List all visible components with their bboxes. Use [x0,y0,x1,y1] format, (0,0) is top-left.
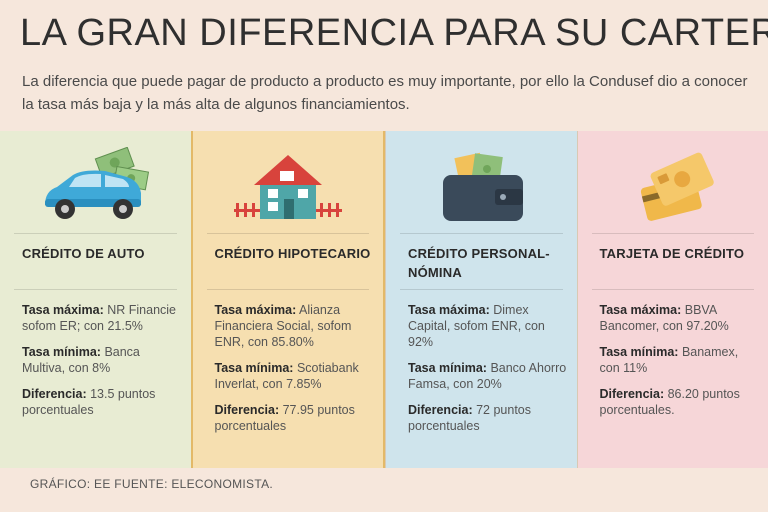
column-body: Tasa máxima: BBVA Bancomer, con 97.20% T… [600,302,759,428]
max-rate: Tasa máxima: Dimex Capital, sofom ENR, c… [408,303,545,349]
source-credit: GRÁFICO: EE FUENTE: ELECONOMISTA. [30,477,274,491]
column-tarjeta-credito: TARJETA DE CRÉDITO Tasa máxima: BBVA Ban… [576,131,768,468]
page-subtitle: La diferencia que puede pagar de product… [22,73,748,113]
credit-cards-icon [578,141,768,233]
column-credito-hipotecario: CRÉDITO HIPOTECARIO Tasa máxima: Alianza… [190,131,385,468]
difference: Diferencia: 72 puntos porcentuales [408,403,531,433]
max-rate: Tasa máxima: Alianza Financiera Social, … [214,303,352,349]
column-credito-personal-nomina: CRÉDITO PERSONAL-NÓMINA Tasa máxima: Dim… [385,131,577,468]
divider [206,289,369,290]
difference: Diferencia: 86.20 puntos porcentuales. [599,387,740,417]
column-body: Tasa máxima: Dimex Capital, sofom ENR, c… [408,302,567,444]
column-credito-auto: CRÉDITO DE AUTO Tasa máxima: NR Financie… [0,131,191,468]
divider [400,289,563,290]
difference: Diferencia: 77.95 puntos porcentuales [214,403,355,433]
min-rate: Tasa mínima: Banamex, con 11% [599,345,739,375]
column-heading: TARJETA DE CRÉDITO [599,246,745,261]
difference: Diferencia: 13.5 puntos porcentuales [22,387,156,417]
comparison-columns: CRÉDITO DE AUTO Tasa máxima: NR Financie… [0,131,768,468]
divider [14,233,177,234]
column-heading: CRÉDITO PERSONAL-NÓMINA [408,246,550,280]
column-body: Tasa máxima: Alianza Financiera Social, … [215,302,374,444]
divider [14,289,177,290]
divider [591,289,754,290]
max-rate: Tasa máxima: BBVA Bancomer, con 97.20% [599,303,729,333]
divider [591,233,754,234]
min-rate: Tasa mínima: Scotiabank Inverlat, con 7.… [214,361,359,391]
column-heading: CRÉDITO DE AUTO [22,246,145,261]
min-rate: Tasa mínima: Banco Ahorro Famsa, con 20% [408,361,567,391]
column-heading: CRÉDITO HIPOTECARIO [214,246,371,261]
car-with-money-icon [0,141,191,233]
column-body: Tasa máxima: NR Financie sofom ER; con 2… [22,302,181,428]
divider [400,233,563,234]
wallet-icon [386,141,577,233]
max-rate: Tasa máxima: NR Financie sofom ER; con 2… [22,303,177,333]
divider [206,233,369,234]
page-title: LA GRAN DIFERENCIA PARA SU CARTERA [20,12,768,54]
house-icon [193,141,384,233]
min-rate: Tasa mínima: Banca Multiva, con 8% [22,345,140,375]
